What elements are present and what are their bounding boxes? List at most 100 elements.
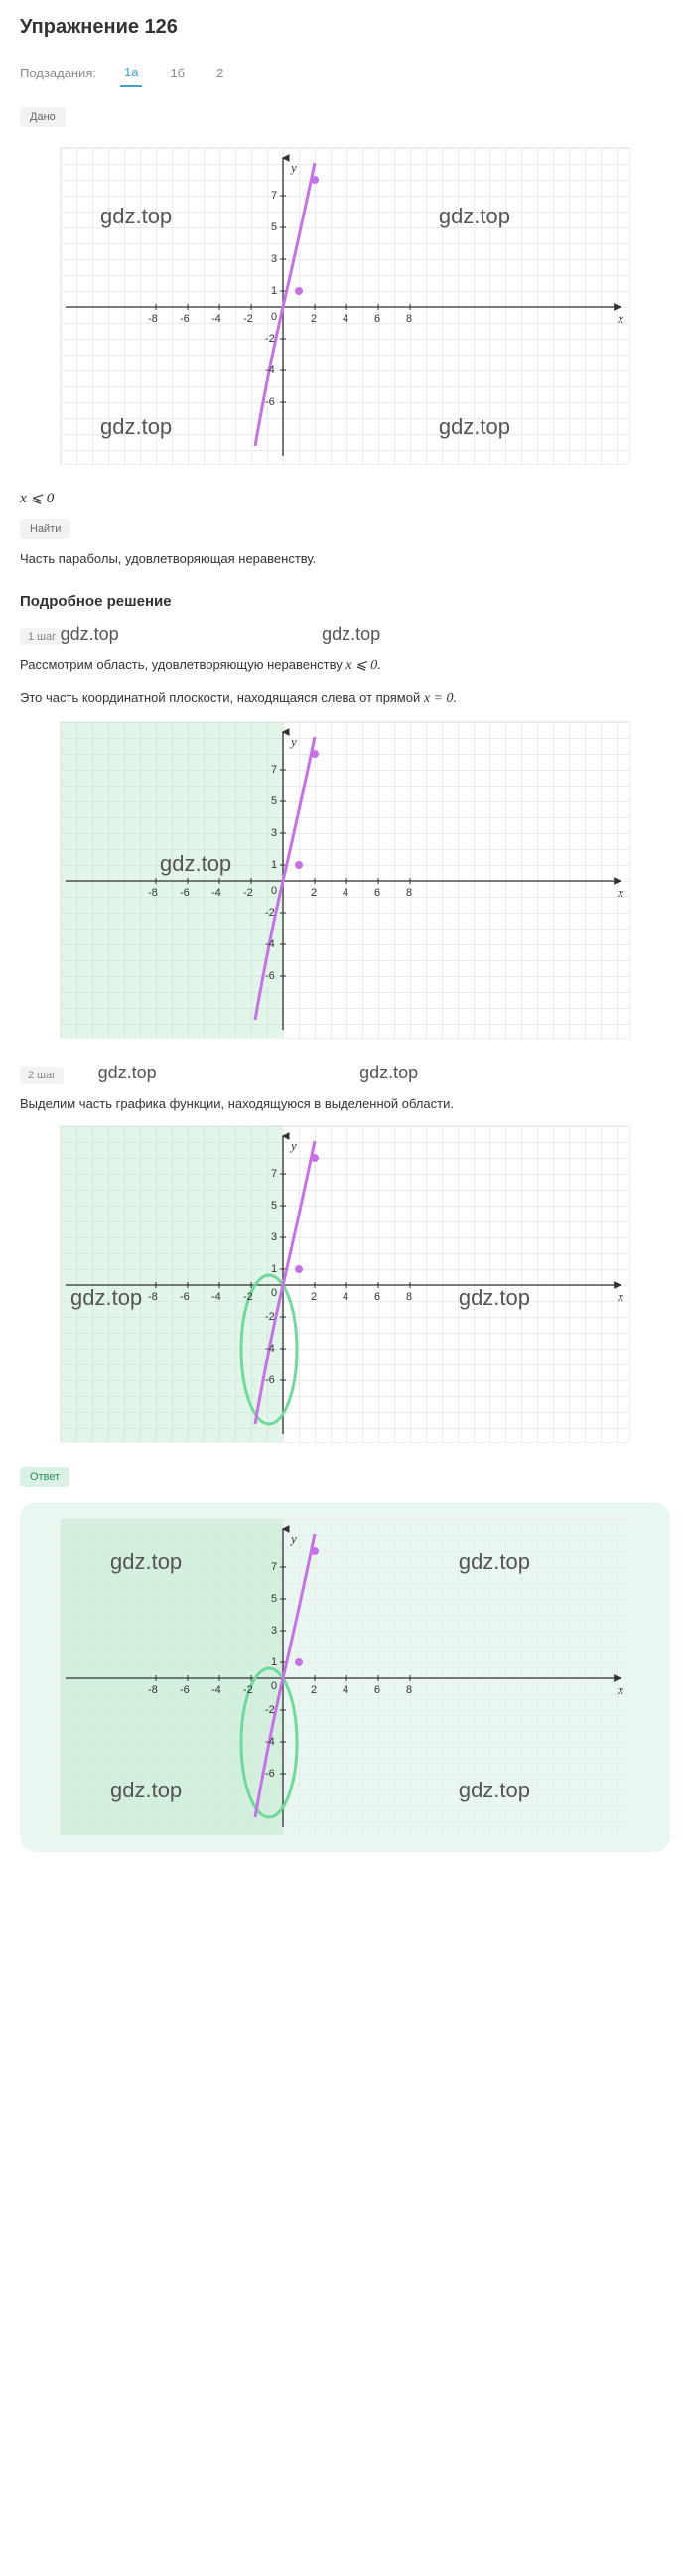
watermark: gdz.top	[70, 1285, 142, 1311]
yt: -6	[265, 396, 275, 408]
subtasks-bar: Подзадания: 1а 1б 2	[20, 59, 670, 87]
tab-1b[interactable]: 1б	[166, 60, 189, 86]
xt: 8	[406, 1291, 412, 1303]
yt: -6	[265, 970, 275, 982]
yt: 3	[271, 827, 277, 839]
yt: 7	[271, 1561, 277, 1573]
yt: 5	[271, 221, 277, 233]
y-label: y	[291, 1531, 297, 1547]
answer-badge: Ответ	[20, 1467, 69, 1487]
xt: 4	[343, 1684, 348, 1696]
watermark: gdz.top	[110, 1549, 182, 1575]
origin-label: 0	[271, 1680, 277, 1692]
chart-given: y x 0 -8 -6 -4 -2 2 4 6 8 -6 -4 -2 1 3 5…	[60, 147, 630, 465]
xt: -8	[148, 1291, 158, 1303]
given-badge: Дано	[20, 107, 66, 127]
yt: 1	[271, 859, 277, 871]
xt: 8	[406, 313, 412, 325]
yt: 7	[271, 1168, 277, 1180]
step2-text: Выделим часть графика функции, находящую…	[20, 1094, 670, 1114]
condition-inequality: x ⩽ 0	[20, 489, 670, 507]
xt: 6	[374, 313, 380, 325]
origin-label: 0	[271, 311, 277, 323]
xt: 2	[311, 313, 317, 325]
xt: -2	[243, 887, 253, 899]
xt: 2	[311, 1291, 317, 1303]
yt: -6	[265, 1768, 275, 1780]
xt: 6	[374, 887, 380, 899]
yt: 5	[271, 1593, 277, 1605]
yt: 3	[271, 1231, 277, 1243]
step1-t1a: Рассмотрим область, удовлетворяющую нера…	[20, 657, 345, 672]
xt: -6	[180, 1291, 190, 1303]
chart-svg	[61, 1126, 631, 1444]
y-label: y	[291, 160, 297, 176]
watermark: gdz.top	[459, 1285, 530, 1311]
yt: -4	[265, 364, 275, 376]
yt: -4	[265, 1343, 275, 1355]
xt: -2	[243, 1684, 253, 1696]
xt: -6	[180, 1684, 190, 1696]
chart-step1: y x 0 -8 -6 -4 -2 2 4 6 8 -6 -4 -2 1 3 5…	[60, 721, 630, 1039]
watermark: gdz.top	[322, 624, 380, 644]
step2-badge: 2 шаг	[20, 1067, 64, 1084]
watermark: gdz.top	[61, 624, 119, 644]
yt: 7	[271, 190, 277, 202]
cubic-curve	[255, 1534, 315, 1817]
tab-2[interactable]: 2	[212, 60, 227, 86]
yt: 7	[271, 764, 277, 776]
answer-panel: y x 0 -8 -6 -4 -2 2 4 6 8 -6 -4 -2 1 3 5…	[20, 1503, 670, 1852]
watermark: gdz.top	[439, 414, 510, 440]
yt: -4	[265, 938, 275, 950]
find-text: Часть параболы, удовлетворяющая неравенс…	[20, 549, 670, 569]
origin-label: 0	[271, 885, 277, 897]
xt: -6	[180, 887, 190, 899]
find-badge: Найти	[20, 519, 70, 539]
xt: -4	[211, 1291, 221, 1303]
yt: -2	[265, 1311, 275, 1323]
xt: -2	[243, 313, 253, 325]
page-title: Упражнение 126	[20, 16, 670, 39]
watermark: gdz.top	[439, 204, 510, 229]
watermark: gdz.top	[100, 414, 172, 440]
step1-text2: Это часть координатной плоскости, находя…	[20, 688, 670, 709]
cubic-curve	[255, 737, 315, 1020]
xt: 8	[406, 887, 412, 899]
y-label: y	[291, 734, 297, 750]
step1-t1b: x ⩽ 0.	[345, 658, 380, 673]
tab-1a[interactable]: 1а	[120, 59, 142, 87]
watermark: gdz.top	[110, 1778, 182, 1803]
watermark: gdz.top	[100, 204, 172, 229]
xt: 8	[406, 1684, 412, 1696]
yt: 1	[271, 1263, 277, 1275]
xt: 6	[374, 1684, 380, 1696]
step1-badge: 1 шаг	[20, 628, 64, 645]
yt: -2	[265, 1704, 275, 1716]
x-label: x	[618, 1289, 623, 1305]
xt: -8	[148, 887, 158, 899]
yt: -4	[265, 1736, 275, 1748]
cubic-curve	[255, 163, 315, 446]
yt: 3	[271, 253, 277, 265]
yt: -6	[265, 1374, 275, 1386]
xt: -8	[148, 313, 158, 325]
yt: 3	[271, 1625, 277, 1637]
step1-text1: Рассмотрим область, удовлетворяющую нера…	[20, 655, 670, 676]
xt: -8	[148, 1684, 158, 1696]
yt: 1	[271, 285, 277, 297]
xt: 2	[311, 1684, 317, 1696]
xt: -6	[180, 313, 190, 325]
x-label: x	[618, 885, 623, 901]
origin-label: 0	[271, 1287, 277, 1299]
xt: -2	[243, 1291, 253, 1303]
xt: -4	[211, 887, 221, 899]
yt: 5	[271, 1200, 277, 1212]
xt: 4	[343, 313, 348, 325]
cubic-curve	[255, 1141, 315, 1424]
yt: 5	[271, 795, 277, 807]
watermark: gdz.top	[98, 1063, 157, 1082]
xt: 4	[343, 887, 348, 899]
yt: -2	[265, 907, 275, 919]
watermark: gdz.top	[459, 1549, 530, 1575]
xt: 2	[311, 887, 317, 899]
